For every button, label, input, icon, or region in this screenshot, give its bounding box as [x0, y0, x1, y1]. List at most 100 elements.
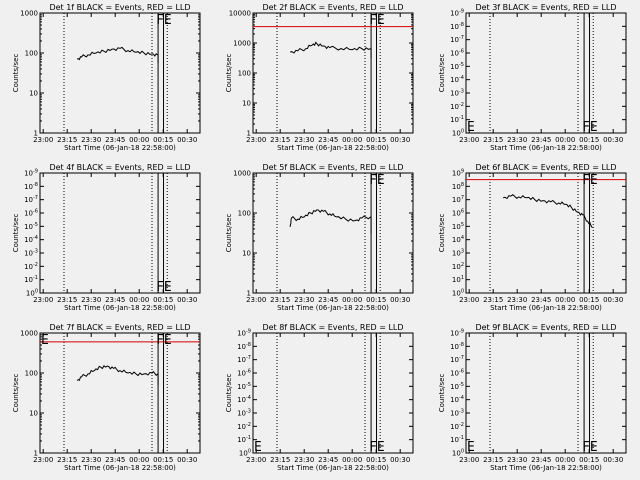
y-tick-label: 10-1 — [450, 435, 464, 444]
y-tick-label: 103 — [452, 249, 464, 258]
x-axis-label: Start Time (06-Jan-18 22:58:00) — [490, 304, 602, 312]
fe-marker-label: FE — [369, 440, 385, 455]
y-tick-label: 1 — [247, 130, 251, 138]
fe-marker-label: FE — [582, 440, 598, 455]
y-axis-label: Counts/sec — [12, 214, 20, 253]
x-tick-label: 23:00 — [459, 136, 479, 144]
plot-frame — [252, 332, 414, 454]
panel-title: Det 3f BLACK = Events, RED = LLD — [475, 3, 616, 12]
fe-marker-label: FE — [582, 120, 598, 135]
y-tick-label: 105 — [452, 222, 464, 231]
x-tick-label: 23:15 — [483, 136, 503, 144]
y-tick-label: 100 — [238, 210, 251, 218]
y-tick-label: 1 — [247, 290, 251, 298]
x-tick-label: 00:30 — [177, 136, 197, 144]
panel-title: Det 9f BLACK = Events, RED = LLD — [475, 323, 616, 332]
x-tick-label: 23:00 — [33, 296, 53, 304]
y-tick-label: 10-2 — [24, 262, 38, 271]
x-tick-label: 00:15 — [579, 456, 599, 464]
fe-marker-label: FE — [369, 13, 385, 28]
e-marker-label: E — [467, 440, 475, 455]
x-tick-label: 23:45 — [105, 296, 125, 304]
y-axis-label: Counts/sec — [225, 54, 233, 93]
panel-title: Det 4f BLACK = Events, RED = LLD — [49, 163, 190, 172]
x-tick-label: 23:15 — [270, 456, 290, 464]
x-tick-label: 00:00 — [342, 456, 362, 464]
x-tick-label: 00:15 — [366, 456, 386, 464]
panel-det-1f: Det 1f BLACK = Events, RED = LLD 23:00 23:… — [12, 3, 201, 152]
y-tick-label: 10-6 — [237, 369, 251, 378]
x-axis-label: Start Time (06-Jan-18 22:58:00) — [277, 144, 389, 152]
panel-det-9f: Det 9f BLACK = Events, RED = LLD 23:00 23:… — [438, 323, 627, 472]
black-events-series — [502, 194, 593, 228]
x-tick-label: 23:45 — [531, 136, 551, 144]
panel-det-2f: Det 2f BLACK = Events, RED = LLD 23:00 23:… — [225, 3, 414, 152]
y-tick-label: 107 — [452, 195, 464, 204]
x-tick-label: 00:00 — [129, 136, 149, 144]
x-tick-label: 23:30 — [507, 456, 527, 464]
x-axis-label: Start Time (06-Jan-18 22:58:00) — [64, 304, 176, 312]
x-tick-label: 23:15 — [483, 456, 503, 464]
y-tick-label: 100 — [452, 289, 464, 298]
x-axis-label: Start Time (06-Jan-18 22:58:00) — [490, 464, 602, 472]
y-tick-label: 100 — [452, 129, 464, 138]
y-tick-label: 1000 — [20, 10, 38, 18]
y-tick-label: 100 — [239, 449, 251, 458]
x-tick-label: 23:00 — [246, 456, 266, 464]
y-tick-label: 10-5 — [24, 222, 38, 231]
x-tick-label: 00:15 — [579, 136, 599, 144]
x-tick-label: 00:30 — [390, 456, 410, 464]
panel-det-8f: Det 8f BLACK = Events, RED = LLD 23:00 23:… — [225, 323, 414, 472]
x-axis-label: Start Time (06-Jan-18 22:58:00) — [64, 144, 176, 152]
y-tick-label: 10-7 — [24, 195, 38, 204]
x-tick-label: 23:45 — [105, 456, 125, 464]
black-events-series — [76, 46, 158, 61]
plot-frame — [252, 172, 414, 294]
y-axis-label: Counts/sec — [225, 214, 233, 253]
panel-det-3f: Det 3f BLACK = Events, RED = LLD 23:00 23:… — [438, 3, 627, 152]
x-tick-label: 00:00 — [555, 456, 575, 464]
y-axis-label: Counts/sec — [12, 374, 20, 413]
y-tick-label: 10-9 — [450, 329, 464, 338]
y-tick-label: 1000 — [233, 40, 251, 48]
fe-marker-label: FE — [582, 173, 598, 188]
x-tick-label: 00:30 — [390, 136, 410, 144]
y-tick-label: 10-3 — [450, 409, 464, 418]
e-marker-label: E — [41, 333, 49, 348]
panel-det-6f: Det 6f BLACK = Events, RED = LLD 23:00 23:… — [438, 163, 627, 312]
x-tick-label: 23:45 — [531, 456, 551, 464]
x-tick-label: 23:15 — [483, 296, 503, 304]
panel-title: Det 5f BLACK = Events, RED = LLD — [262, 163, 403, 172]
y-tick-label: 10-3 — [450, 89, 464, 98]
x-tick-label: 23:45 — [318, 456, 338, 464]
x-tick-label: 23:30 — [294, 296, 314, 304]
y-tick-label: 100 — [238, 70, 251, 78]
x-tick-label: 23:30 — [294, 456, 314, 464]
y-tick-label: 104 — [452, 235, 464, 244]
x-tick-label: 23:00 — [246, 136, 266, 144]
panel-det-4f: Det 4f BLACK = Events, RED = LLD 23:00 23:… — [12, 163, 201, 312]
x-tick-label: 00:15 — [153, 136, 173, 144]
y-tick-label: 10-5 — [450, 382, 464, 391]
x-tick-label: 00:00 — [555, 296, 575, 304]
e-marker-label: E — [467, 120, 475, 135]
y-tick-label: 106 — [452, 209, 464, 218]
y-tick-label: 10-1 — [237, 435, 251, 444]
x-tick-label: 00:00 — [342, 296, 362, 304]
x-tick-label: 00:00 — [555, 136, 575, 144]
y-tick-label: 1000 — [233, 170, 251, 178]
plot-frame — [39, 172, 201, 294]
x-tick-label: 00:15 — [153, 456, 173, 464]
y-tick-label: 10 — [29, 90, 38, 98]
fe-marker-label: FE — [156, 333, 172, 348]
x-tick-label: 23:15 — [270, 136, 290, 144]
x-tick-label: 23:30 — [507, 296, 527, 304]
y-tick-label: 10-1 — [450, 115, 464, 124]
y-tick-label: 10-2 — [450, 102, 464, 111]
y-tick-label: 10-6 — [450, 49, 464, 58]
y-tick-label: 10000 — [229, 10, 251, 18]
x-tick-label: 00:30 — [603, 296, 623, 304]
y-tick-label: 10-7 — [450, 355, 464, 364]
y-axis-label: Counts/sec — [225, 374, 233, 413]
